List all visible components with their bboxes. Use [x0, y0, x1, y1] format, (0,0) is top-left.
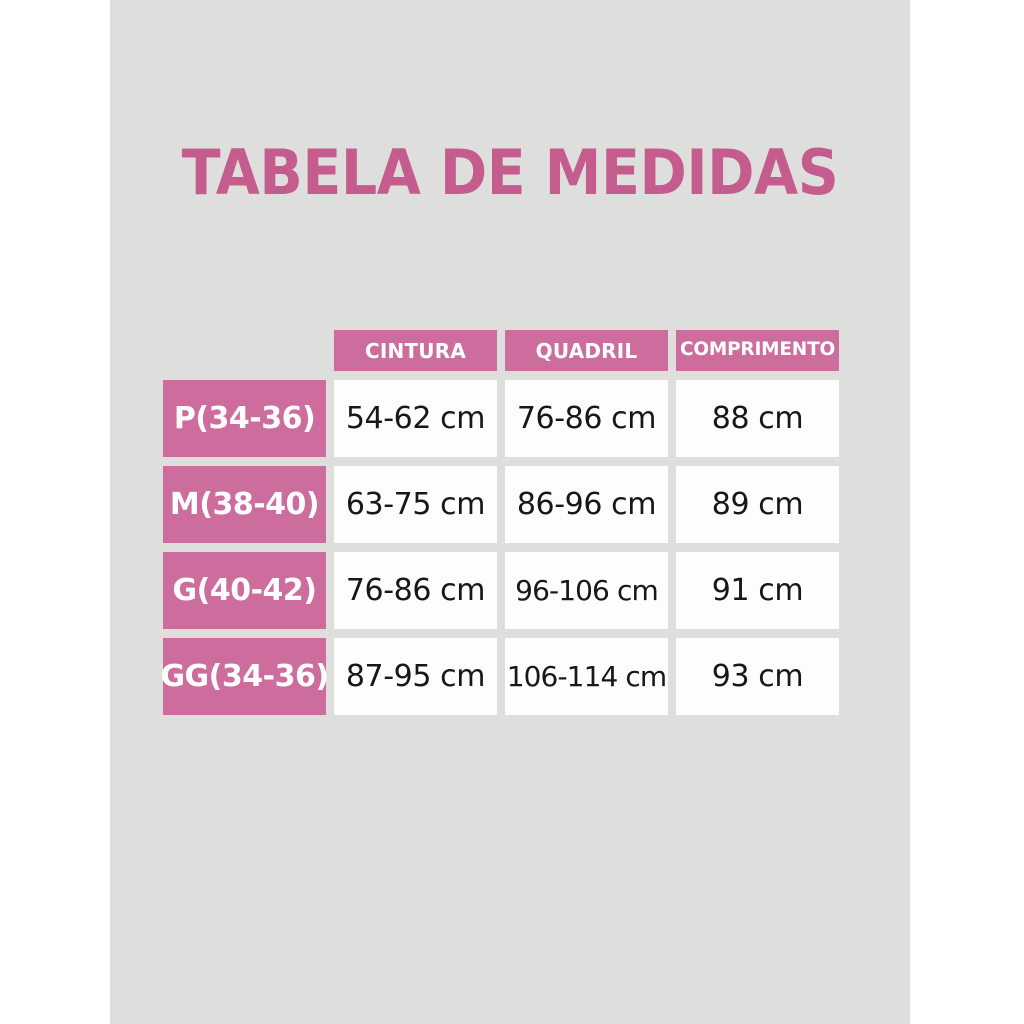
column-header-quadril: QUADRIL — [505, 330, 668, 371]
page-title: TABELA DE MEDIDAS — [181, 136, 839, 209]
cell-g-comprimento: 91 cm — [676, 552, 839, 629]
table-corner-cell — [163, 330, 326, 371]
cell-g-cintura: 76-86 cm — [334, 552, 497, 629]
cell-gg-comprimento: 93 cm — [676, 638, 839, 715]
cell-p-quadril: 76-86 cm — [505, 380, 668, 457]
cell-g-quadril: 96-106 cm — [505, 552, 668, 629]
column-header-cintura: CINTURA — [334, 330, 497, 371]
cell-p-cintura: 54-62 cm — [334, 380, 497, 457]
cell-gg-cintura: 87-95 cm — [334, 638, 497, 715]
cell-p-comprimento: 88 cm — [676, 380, 839, 457]
cell-m-cintura: 63-75 cm — [334, 466, 497, 543]
size-label-gg: GG(34-36) — [160, 638, 329, 715]
column-header-comprimento: COMPRIMENTO — [676, 330, 839, 371]
cell-gg-quadril: 106-114 cm — [505, 638, 668, 715]
size-label-p: P(34-36) — [163, 380, 326, 457]
size-label-g: G(40-42) — [163, 552, 326, 629]
cell-m-quadril: 86-96 cm — [505, 466, 668, 543]
cell-m-comprimento: 89 cm — [676, 466, 839, 543]
size-label-m: M(38-40) — [163, 466, 326, 543]
measurements-table: CINTURA QUADRIL COMPRIMENTO P(34-36) 54-… — [160, 330, 853, 715]
